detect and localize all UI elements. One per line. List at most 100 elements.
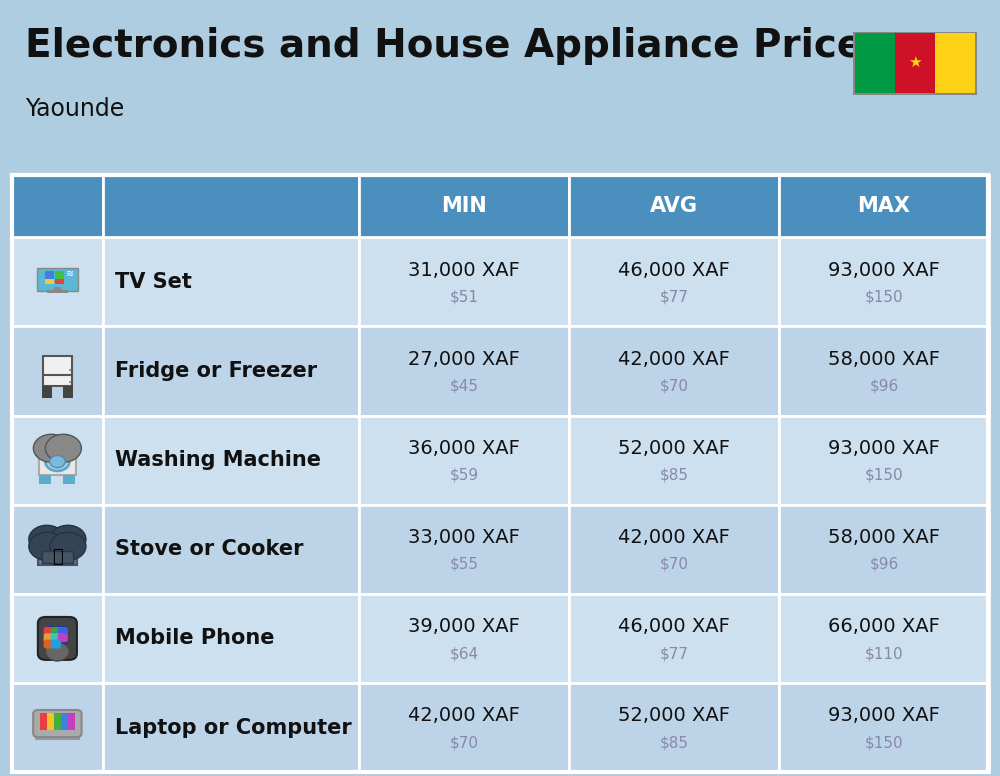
Text: 42,000 XAF: 42,000 XAF (408, 706, 520, 726)
Bar (36, 731, 79, 739)
FancyBboxPatch shape (58, 627, 68, 636)
Text: $150: $150 (865, 735, 903, 750)
Text: 52,000 XAF: 52,000 XAF (618, 706, 730, 726)
Text: 33,000 XAF: 33,000 XAF (408, 528, 520, 547)
FancyBboxPatch shape (51, 633, 61, 643)
Bar (359, 175, 569, 237)
Bar (359, 237, 569, 327)
Bar (359, 416, 569, 504)
FancyBboxPatch shape (51, 627, 61, 636)
Bar (47, 713, 54, 729)
Circle shape (50, 525, 86, 553)
Bar (569, 683, 779, 772)
Bar (12, 683, 103, 772)
FancyBboxPatch shape (38, 617, 77, 660)
Bar (103, 683, 359, 772)
Bar (45, 276, 54, 284)
Bar (855, 33, 895, 93)
Bar (69, 381, 71, 383)
Bar (55, 276, 64, 284)
Text: 58,000 XAF: 58,000 XAF (828, 350, 940, 369)
Bar (779, 175, 989, 237)
Bar (569, 416, 779, 504)
Text: $70: $70 (660, 557, 689, 572)
Text: 93,000 XAF: 93,000 XAF (828, 439, 940, 458)
Text: 36,000 XAF: 36,000 XAF (408, 439, 520, 458)
Bar (779, 237, 989, 327)
Bar (895, 33, 935, 93)
FancyBboxPatch shape (44, 633, 54, 643)
Bar (54, 713, 61, 729)
Circle shape (29, 532, 65, 560)
Bar (359, 594, 569, 683)
Text: $70: $70 (450, 735, 479, 750)
FancyBboxPatch shape (58, 633, 68, 643)
Text: $96: $96 (869, 557, 899, 572)
Bar (853, 32, 977, 95)
Text: Washing Machine: Washing Machine (115, 450, 321, 470)
Bar (39, 445, 76, 451)
Text: $150: $150 (865, 289, 903, 304)
Text: 66,000 XAF: 66,000 XAF (828, 618, 940, 636)
Bar (12, 594, 103, 683)
Text: $77: $77 (660, 289, 689, 304)
Text: 46,000 XAF: 46,000 XAF (618, 618, 730, 636)
Text: 42,000 XAF: 42,000 XAF (618, 528, 730, 547)
Bar (103, 175, 359, 237)
Text: $110: $110 (865, 646, 903, 661)
Bar (69, 369, 71, 371)
Text: 93,000 XAF: 93,000 XAF (828, 261, 940, 280)
Bar (47, 290, 68, 293)
Text: 46,000 XAF: 46,000 XAF (618, 261, 730, 280)
Circle shape (45, 435, 81, 462)
Bar (63, 475, 75, 484)
Bar (779, 504, 989, 594)
Bar (103, 237, 359, 327)
FancyBboxPatch shape (44, 627, 54, 636)
Text: Laptop or Computer: Laptop or Computer (115, 718, 352, 737)
Bar (779, 683, 989, 772)
Text: 93,000 XAF: 93,000 XAF (828, 706, 940, 726)
Text: Electronics and House Appliance Prices: Electronics and House Appliance Prices (25, 27, 886, 65)
Text: ≋: ≋ (66, 269, 75, 279)
Text: 27,000 XAF: 27,000 XAF (408, 350, 520, 369)
Bar (42, 551, 73, 563)
Bar (569, 237, 779, 327)
Bar (779, 594, 989, 683)
Bar (569, 175, 779, 237)
Bar (68, 713, 75, 729)
Text: 39,000 XAF: 39,000 XAF (408, 618, 520, 636)
Bar (12, 175, 988, 772)
Text: $96: $96 (869, 379, 899, 393)
Bar (359, 327, 569, 416)
Text: $59: $59 (450, 468, 479, 483)
Text: 42,000 XAF: 42,000 XAF (618, 350, 730, 369)
Text: Yaounde: Yaounde (25, 97, 124, 121)
Bar (39, 445, 76, 475)
Text: $55: $55 (450, 557, 479, 572)
Bar (48, 626, 67, 648)
Bar (103, 594, 359, 683)
Bar (43, 355, 72, 386)
Text: $85: $85 (660, 735, 689, 750)
Bar (38, 534, 77, 565)
Circle shape (33, 435, 69, 462)
Bar (39, 475, 51, 484)
Bar (61, 713, 68, 729)
Text: ★: ★ (908, 55, 922, 71)
Text: AVG: AVG (650, 196, 698, 216)
Text: Mobile Phone: Mobile Phone (115, 629, 274, 649)
Text: MAX: MAX (858, 196, 911, 216)
Text: Stove or Cooker: Stove or Cooker (115, 539, 303, 559)
Circle shape (50, 532, 86, 560)
Text: $150: $150 (865, 468, 903, 483)
Bar (779, 416, 989, 504)
Text: 31,000 XAF: 31,000 XAF (408, 261, 520, 280)
Bar (359, 504, 569, 594)
Bar (103, 416, 359, 504)
Bar (40, 713, 47, 729)
Text: 🔥: 🔥 (52, 548, 63, 566)
Bar (359, 683, 569, 772)
Text: $70: $70 (660, 379, 689, 393)
Bar (54, 287, 61, 291)
